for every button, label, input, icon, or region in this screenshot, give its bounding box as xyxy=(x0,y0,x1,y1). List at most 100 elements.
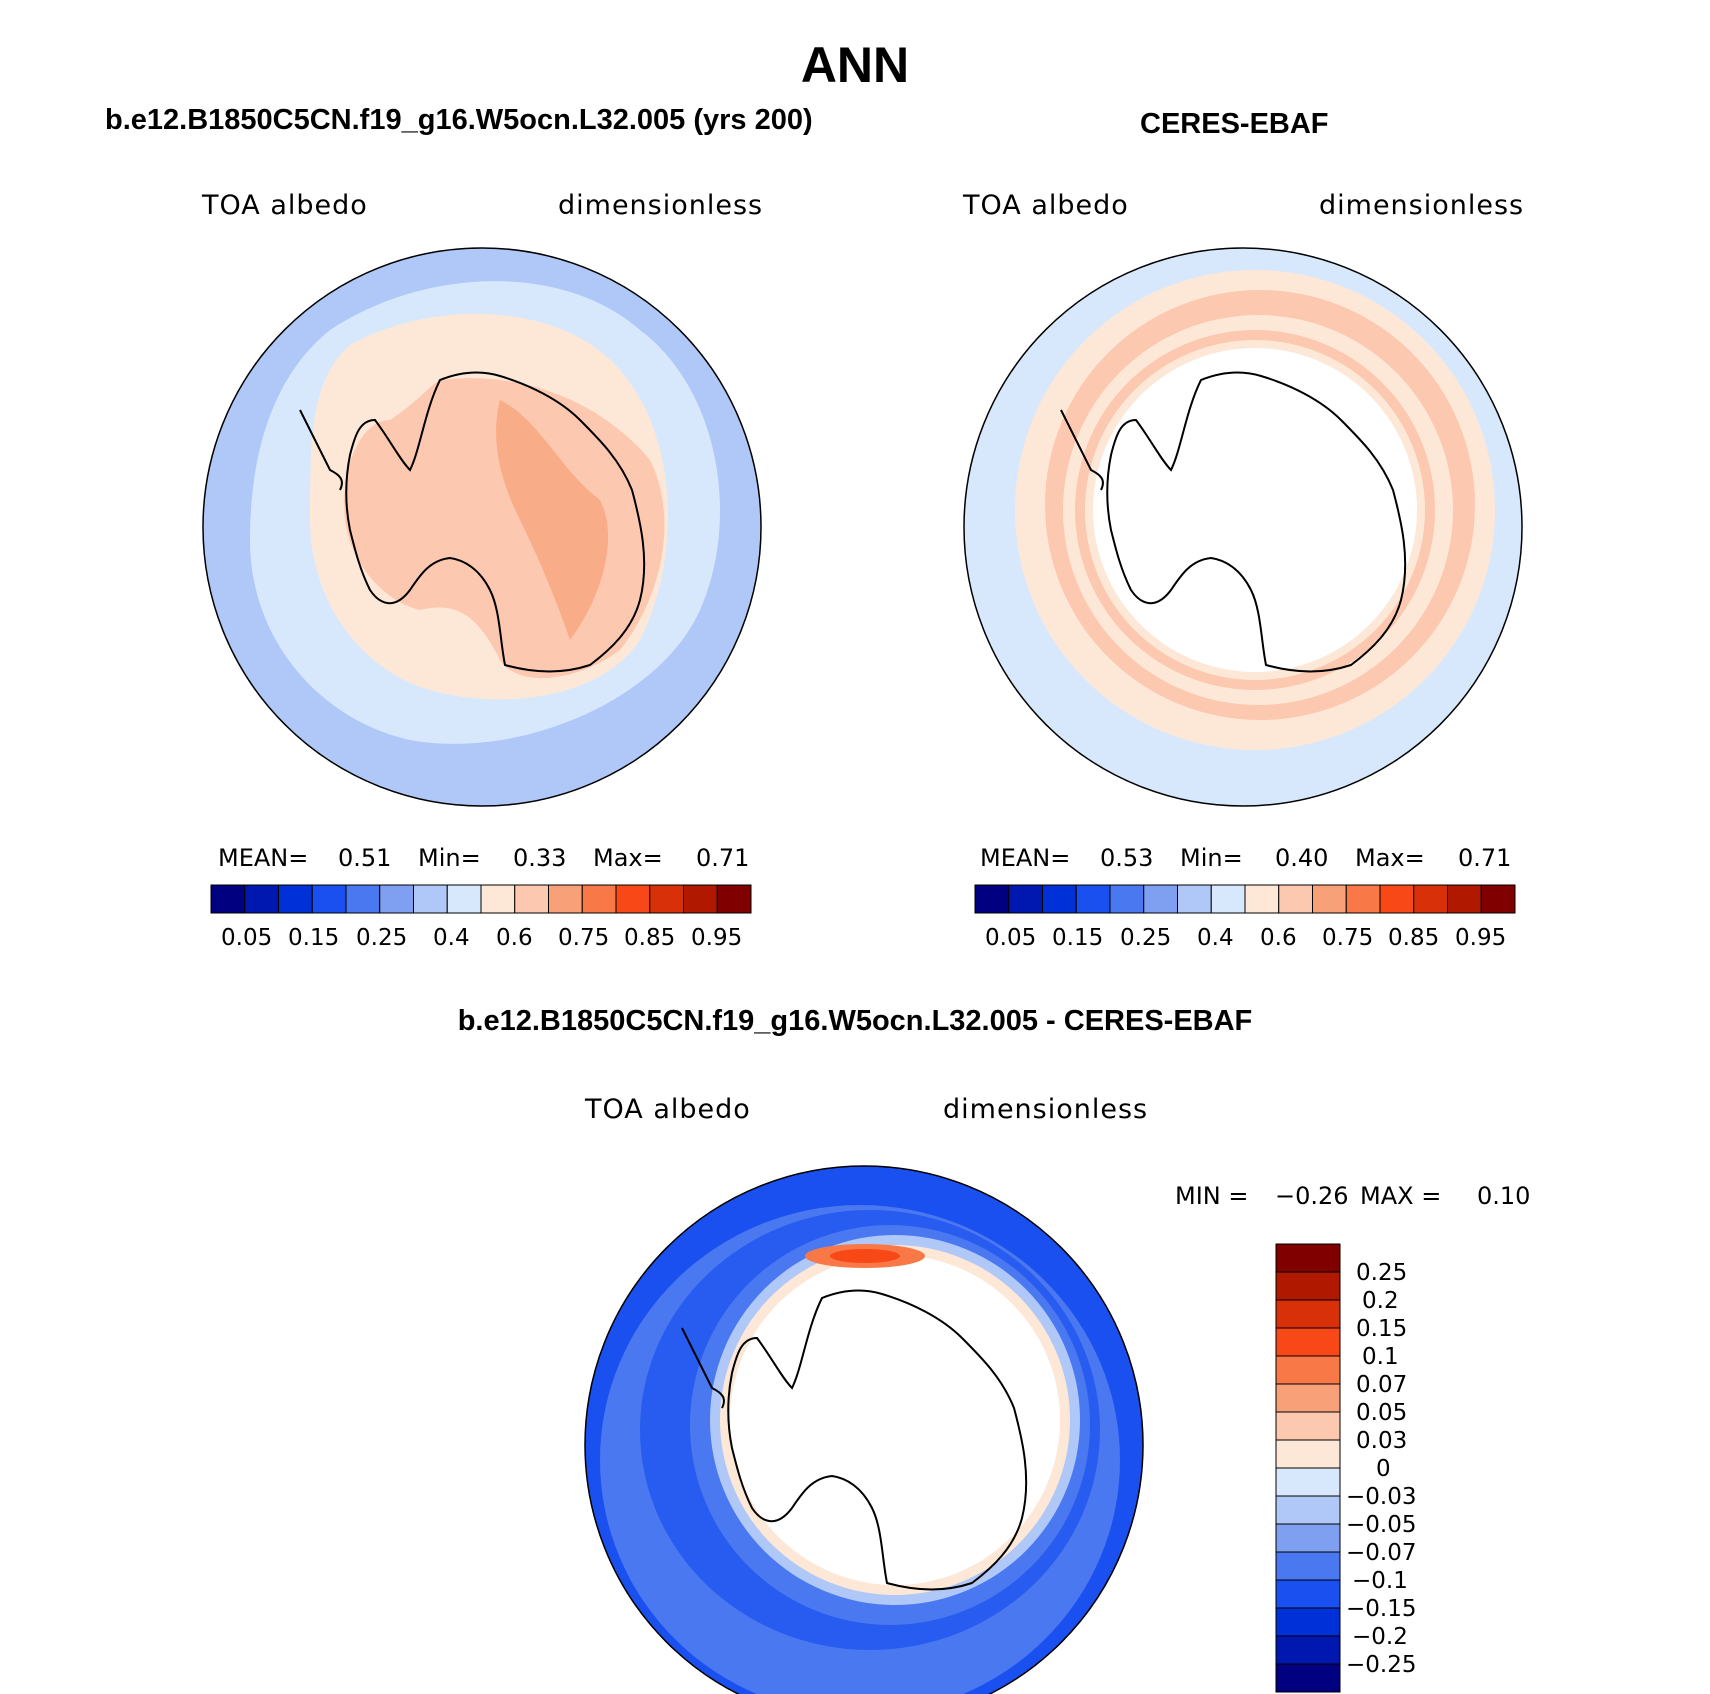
colorbar-swatch xyxy=(379,884,414,914)
colorbar-swatch xyxy=(1275,1607,1341,1637)
panel-1-colorbar xyxy=(210,884,752,914)
colorbar-swatch xyxy=(345,884,381,914)
colorbar-swatch xyxy=(1275,1579,1341,1609)
colorbar-swatch xyxy=(244,884,279,914)
colorbar-swatch xyxy=(1275,1523,1341,1553)
panel-1-cb-label: 0.6 xyxy=(496,925,533,951)
colorbar-swatch xyxy=(1275,1271,1341,1301)
diff-cb-label: 0.07 xyxy=(1356,1372,1408,1398)
panel-2-min-label: Min= xyxy=(1180,844,1243,872)
colorbar-swatch xyxy=(1109,884,1145,914)
colorbar-swatch xyxy=(1480,884,1516,914)
colorbar-swatch xyxy=(649,884,684,914)
colorbar-swatch xyxy=(1379,884,1415,914)
page-title: ANN xyxy=(800,37,910,93)
panel-2-max-label: Max= xyxy=(1355,844,1425,872)
colorbar-swatch xyxy=(1312,884,1347,914)
colorbar-swatch xyxy=(683,884,718,914)
diff-cb-label: −0.05 xyxy=(1346,1512,1417,1538)
colorbar-swatch xyxy=(1275,1327,1341,1357)
panel-1-title: b.e12.B1850C5CN.f19_g16.W5ocn.L32.005 (y… xyxy=(105,104,813,136)
panel-1-cb-label: 0.4 xyxy=(433,925,470,951)
panel-2-mean-value: 0.53 xyxy=(1100,844,1154,872)
diff-panel-colorbar xyxy=(1275,1243,1341,1693)
diff-cb-label: 0.25 xyxy=(1356,1260,1408,1286)
colorbar-swatch xyxy=(1210,884,1246,914)
colorbar-swatch xyxy=(1345,884,1381,914)
colorbar-swatch xyxy=(1413,884,1448,914)
diff-cb-label: 0.05 xyxy=(1356,1400,1408,1426)
diff-max-value: 0.10 xyxy=(1477,1182,1531,1210)
diff-min-value: −0.26 xyxy=(1275,1182,1349,1210)
panel-2-cb-label: 0.6 xyxy=(1260,925,1297,951)
diff-cb-label: −0.15 xyxy=(1346,1596,1417,1622)
panel-2-cb-label: 0.05 xyxy=(985,925,1037,951)
colorbar-swatch xyxy=(716,884,752,914)
colorbar-swatch xyxy=(548,884,583,914)
panel-1-units-label: dimensionless xyxy=(558,190,764,221)
diff-cb-label: −0.03 xyxy=(1346,1484,1417,1510)
colorbar-swatch xyxy=(446,884,482,914)
panel-1-min-label: Min= xyxy=(418,844,481,872)
panel-2-cb-label: 0.15 xyxy=(1052,925,1104,951)
colorbar-swatch xyxy=(1275,1551,1341,1581)
colorbar-swatch xyxy=(1275,1383,1341,1413)
colorbar-swatch xyxy=(1042,884,1077,914)
diff-cb-label: 0.1 xyxy=(1362,1344,1399,1370)
panel-2-colorbar xyxy=(974,884,1516,914)
diff-cb-label: 0.2 xyxy=(1362,1288,1399,1314)
colorbar-swatch xyxy=(1275,1663,1341,1693)
panel-1-max-label: Max= xyxy=(593,844,663,872)
diff-panel-units-label: dimensionless xyxy=(943,1094,1149,1125)
panel-2-cb-label: 0.85 xyxy=(1388,925,1440,951)
panel-1-max-value: 0.71 xyxy=(696,844,750,872)
colorbar-swatch xyxy=(1275,1439,1341,1469)
diff-panel-variable-label: TOA albedo xyxy=(585,1094,751,1125)
panel-2-cb-label: 0.95 xyxy=(1455,925,1507,951)
panel-2-cb-label: 0.75 xyxy=(1322,925,1374,951)
panel-2-mean-label: MEAN= xyxy=(980,844,1071,872)
panel-1-mean-value: 0.51 xyxy=(338,844,392,872)
diff-cb-label: −0.25 xyxy=(1346,1652,1417,1678)
diff-min-label: MIN = xyxy=(1175,1182,1249,1210)
panel-1-cb-label: 0.75 xyxy=(558,925,610,951)
panel-2-min-value: 0.40 xyxy=(1275,844,1329,872)
colorbar-swatch xyxy=(413,884,448,914)
colorbar-swatch xyxy=(210,884,246,914)
colorbar-swatch xyxy=(1275,1243,1341,1273)
colorbar-swatch xyxy=(278,884,313,914)
diff-cb-label: −0.2 xyxy=(1352,1624,1408,1650)
diff-cb-label: 0.15 xyxy=(1356,1316,1408,1342)
colorbar-swatch xyxy=(1244,884,1280,914)
panel-1-cb-label: 0.85 xyxy=(624,925,676,951)
panel-1-cb-label: 0.25 xyxy=(356,925,408,951)
diff-panel-title: b.e12.B1850C5CN.f19_g16.W5ocn.L32.005 - … xyxy=(457,1005,1253,1037)
panel-1-cb-label: 0.05 xyxy=(221,925,273,951)
colorbar-swatch xyxy=(1275,1411,1341,1441)
colorbar-swatch xyxy=(615,884,651,914)
colorbar-swatch xyxy=(1275,1495,1341,1525)
panel-2-title: CERES-EBAF xyxy=(1140,108,1329,140)
panel-1-mean-label: MEAN= xyxy=(218,844,309,872)
panel-2-cb-label: 0.25 xyxy=(1120,925,1172,951)
panel-2-max-value: 0.71 xyxy=(1458,844,1512,872)
panel-2-units-label: dimensionless xyxy=(1319,190,1525,221)
colorbar-swatch xyxy=(1143,884,1178,914)
colorbar-swatch xyxy=(974,884,1010,914)
diff-max-label: MAX = xyxy=(1360,1182,1442,1210)
colorbar-swatch xyxy=(1075,884,1111,914)
colorbar-swatch xyxy=(1275,1467,1341,1497)
colorbar-swatch xyxy=(1275,1635,1341,1665)
panel-1-cb-label: 0.95 xyxy=(691,925,743,951)
colorbar-swatch xyxy=(1278,884,1313,914)
panel-1-min-value: 0.33 xyxy=(513,844,567,872)
panel-2-variable-label: TOA albedo xyxy=(963,190,1129,221)
colorbar-swatch xyxy=(581,884,617,914)
panel-2-cb-label: 0.4 xyxy=(1197,925,1234,951)
diff-cb-label: 0.03 xyxy=(1356,1428,1408,1454)
colorbar-swatch xyxy=(1275,1355,1341,1385)
diff-cb-label: −0.1 xyxy=(1352,1568,1408,1594)
